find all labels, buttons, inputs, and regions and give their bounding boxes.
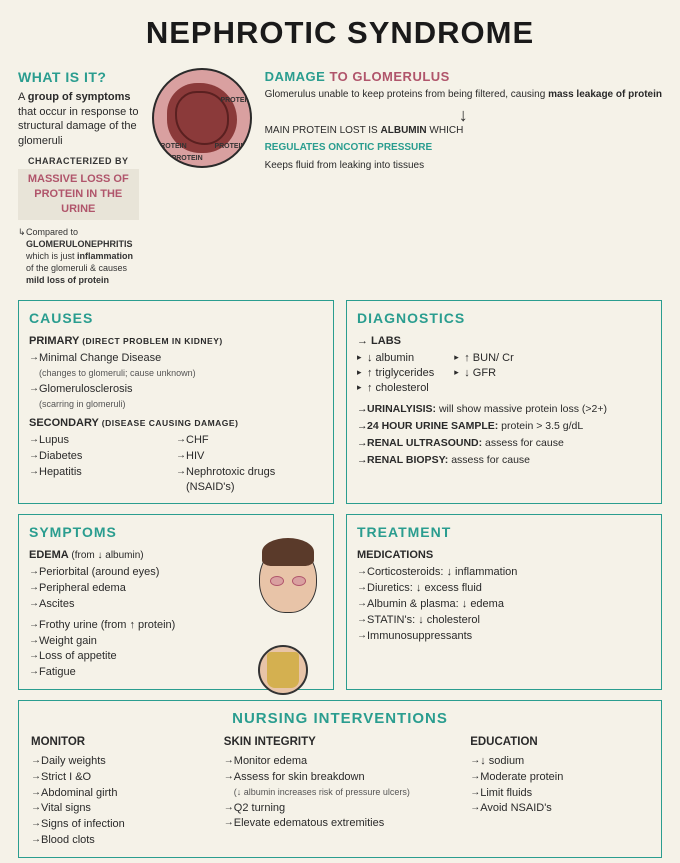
nursing-heading: NURSING INTERVENTIONS — [31, 709, 649, 729]
lab-item: ↑ triglycerides — [357, 366, 434, 381]
list-item: Diabetes — [29, 449, 176, 464]
damage-section: PROTEIN PROTEIN PROTEIN PROTEIN DAMAGE T… — [147, 68, 662, 287]
page-title: NEPHROTIC SYNDROME — [18, 12, 662, 54]
list-item: Strict I &O — [31, 770, 210, 785]
list-item: ↓ sodium — [470, 754, 649, 769]
damage-desc: Glomerulus unable to keep proteins from … — [265, 88, 662, 102]
keeps-fluid: Keeps fluid from leaking into tissues — [265, 159, 662, 173]
skin-column: SKIN INTEGRITY Monitor edemaAssess for s… — [224, 735, 456, 849]
list-item: Blood clots — [31, 833, 210, 848]
list-item: Minimal Change Disease — [29, 351, 323, 366]
what-is-desc: A group of symptoms that occur in respon… — [18, 90, 139, 149]
list-item: Assess for skin breakdown — [224, 770, 456, 785]
list-item: Vital signs — [31, 801, 210, 816]
intro-row: WHAT IS IT? A group of symptoms that occ… — [18, 68, 662, 287]
item-note: (↓ albumin increases risk of pressure ul… — [224, 786, 456, 798]
list-item: Nephrotoxic drugs (NSAID's) — [176, 465, 323, 495]
list-item: CHF — [176, 433, 323, 448]
mass-loss-highlight: MASSIVE LOSS OF PROTEIN IN THE URINE — [18, 169, 139, 220]
diagnostic-line: RENAL ULTRASOUND: assess for cause — [357, 436, 651, 450]
causes-heading: CAUSES — [29, 309, 323, 328]
diagnostics-heading: DIAGNOSTICS — [357, 309, 651, 328]
labs-heading: → LABS — [357, 334, 651, 349]
list-item: Diuretics: ↓ excess fluid — [357, 581, 651, 596]
nursing-box: NURSING INTERVENTIONS MONITOR Daily weig… — [18, 700, 662, 858]
diagnostic-line: 24 HOUR URINE SAMPLE: protein > 3.5 g/dL — [357, 419, 651, 433]
diagnostics-box: DIAGNOSTICS → LABS ↓ albumin↑ triglyceri… — [346, 300, 662, 504]
what-is-section: WHAT IS IT? A group of symptoms that occ… — [18, 68, 139, 287]
compared-note: Compared to GLOMERULONEPHRITIS which is … — [18, 226, 139, 287]
lab-item: ↓ albumin — [357, 351, 434, 366]
glomerulus-diagram: PROTEIN PROTEIN PROTEIN PROTEIN — [152, 68, 252, 168]
list-item: Lupus — [29, 433, 176, 448]
lab-item: ↑ BUN/ Cr — [454, 351, 514, 366]
list-item: Avoid NSAID's — [470, 801, 649, 816]
list-item: Q2 turning — [224, 801, 456, 816]
face-illustration — [253, 545, 323, 625]
education-heading: EDUCATION — [470, 735, 649, 751]
list-item: Elevate edematous extremities — [224, 816, 456, 831]
list-item: Albumin & plasma: ↓ edema — [357, 597, 651, 612]
main-protein: MAIN PROTEIN LOST IS ALBUMIN WHICH — [265, 124, 662, 138]
medications-heading: MEDICATIONS — [357, 548, 651, 563]
secondary-heading: SECONDARY (DISEASE CAUSING DAMAGE) — [29, 416, 323, 431]
item-note: (scarring in glomeruli) — [29, 398, 323, 410]
causes-box: CAUSES PRIMARY (DIRECT PROBLEM IN KIDNEY… — [18, 300, 334, 504]
list-item: Moderate protein — [470, 770, 649, 785]
characterized-label: CHARACTERIZED BY — [18, 155, 139, 167]
monitor-column: MONITOR Daily weightsStrict I &OAbdomina… — [31, 735, 210, 849]
list-item: Limit fluids — [470, 786, 649, 801]
lab-item: ↓ GFR — [454, 366, 514, 381]
protein-label: PROTEIN — [220, 96, 251, 105]
diagnostic-line: RENAL BIOPSY: assess for cause — [357, 453, 651, 467]
down-arrow-icon: ↓ — [265, 106, 662, 124]
list-item: HIV — [176, 449, 323, 464]
regulates-oncotic: REGULATES ONCOTIC PRESSURE — [265, 141, 662, 155]
list-item: Daily weights — [31, 754, 210, 769]
symptoms-box: SYMPTOMS EDEMA (from ↓ albumin) Periorbi… — [18, 514, 334, 690]
monitor-heading: MONITOR — [31, 735, 210, 751]
list-item: Immunosuppressants — [357, 629, 651, 644]
protein-label: PROTEIN — [172, 154, 203, 163]
protein-label: PROTEIN — [214, 142, 245, 151]
protein-label: PROTEIN — [156, 142, 187, 151]
list-item: STATIN's: ↓ cholesterol — [357, 613, 651, 628]
list-item: Corticosteroids: ↓ inflammation — [357, 565, 651, 580]
list-item: Monitor edema — [224, 754, 456, 769]
item-note: (changes to glomeruli; cause unknown) — [29, 367, 323, 379]
list-item: Hepatitis — [29, 465, 176, 480]
list-item: Signs of infection — [31, 817, 210, 832]
lab-item: ↑ cholesterol — [357, 381, 434, 396]
urine-illustration — [258, 645, 318, 705]
skin-heading: SKIN INTEGRITY — [224, 735, 456, 751]
treatment-heading: TREATMENT — [357, 523, 651, 542]
diagnostic-line: URINALYISIS: will show massive protein l… — [357, 402, 651, 416]
treatment-box: TREATMENT MEDICATIONS Corticosteroids: ↓… — [346, 514, 662, 690]
primary-heading: PRIMARY (DIRECT PROBLEM IN KIDNEY) — [29, 334, 323, 349]
damage-heading: DAMAGE TO GLOMERULUS — [265, 68, 662, 86]
list-item: Abdominal girth — [31, 786, 210, 801]
what-is-heading: WHAT IS IT? — [18, 68, 139, 87]
education-column: EDUCATION ↓ sodiumModerate proteinLimit … — [470, 735, 649, 849]
list-item: Glomerulosclerosis — [29, 382, 323, 397]
